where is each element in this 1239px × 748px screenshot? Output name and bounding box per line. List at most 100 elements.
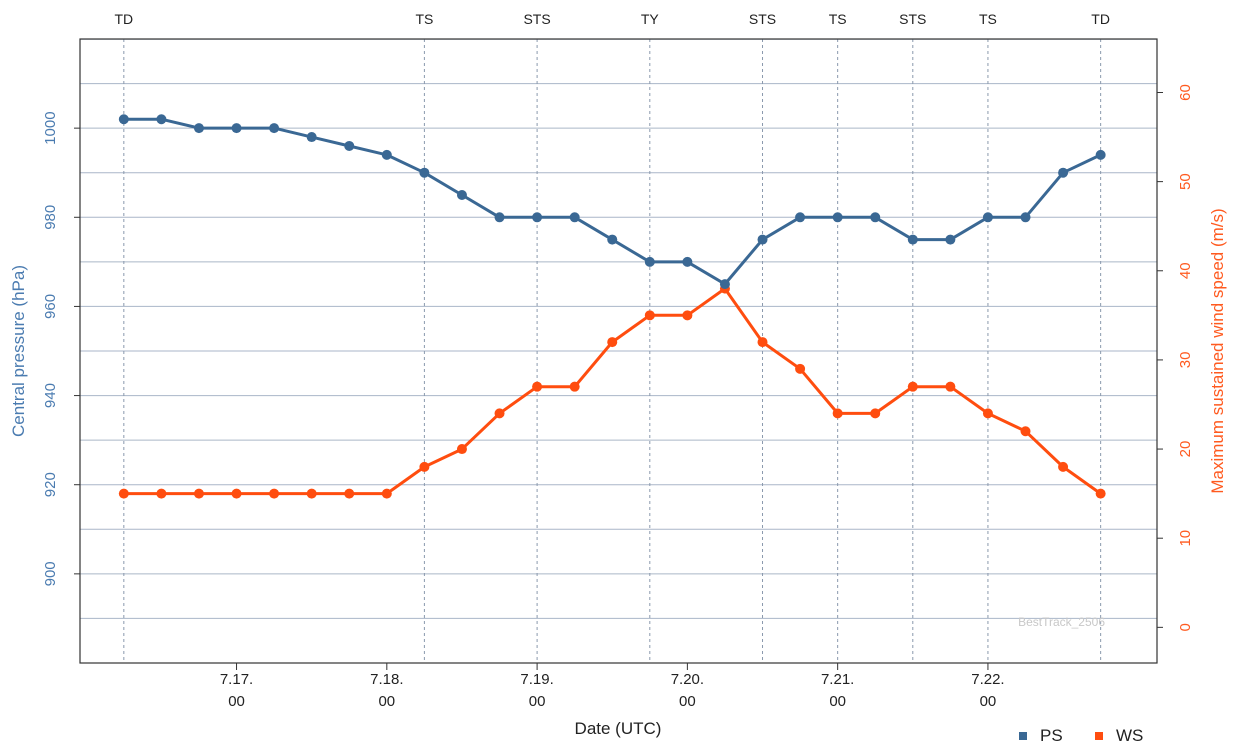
x-tick-label: 00 [228,693,245,710]
point-ps [757,234,768,245]
point-ws [269,488,280,499]
legend-swatch-ps [1019,732,1027,740]
point-ws [381,488,392,499]
point-ps [419,167,430,178]
series-line-ws [123,287,1102,496]
x-tick-label: 7.21. [821,671,854,688]
point-ps [832,212,843,223]
series [118,114,1106,499]
point-ws [795,363,806,374]
class-label: STS [749,11,776,27]
right-axis-ticks: 0 10 20 30 40 50 60 [1157,84,1194,632]
x-tick-label: 00 [829,693,846,710]
point-ws [569,381,580,392]
point-ps [795,212,806,223]
legend: PS WS [1019,726,1143,745]
point-ws [344,488,355,499]
left-tick-label: 920 [42,472,59,497]
right-tick-label: 40 [1177,262,1194,279]
point-ps [306,132,317,143]
x-tick-label: 7.20. [671,671,704,688]
legend-swatch-ws [1095,732,1103,740]
point-ws [870,408,881,419]
right-tick-label: 0 [1177,623,1194,631]
point-ws [607,337,618,348]
point-ps [907,234,918,245]
point-ps [118,114,129,125]
classification-labels: TD TS STS TY STS TS STS TS TD [114,11,1109,27]
x-axis-ticks: 7.17. 00 7.18. 00 7.19. 00 7.20. 00 7.21. 00 7.22.… [220,663,1005,710]
point-ws [682,310,693,321]
class-label: TS [829,11,847,27]
point-ws [1020,426,1031,437]
right-tick-label: 60 [1177,84,1194,101]
right-tick-label: 20 [1177,441,1194,458]
point-ps [644,256,655,267]
x-tick-label: 7.19. [520,671,553,688]
class-label: TS [415,11,433,27]
point-ws [118,488,129,499]
point-ps [193,123,204,134]
right-tick-label: 50 [1177,173,1194,190]
point-ps [381,149,392,160]
point-ws [193,488,204,499]
point-ps [344,140,355,151]
right-axis-label: Maximum sustained wind speed (m/s) [1208,208,1227,493]
left-axis-ticks: 900 920 940 960 980 1000 [42,111,80,586]
point-ws [1095,488,1106,499]
point-ps [1058,167,1069,178]
class-label: TD [1091,11,1110,27]
point-ps [231,123,242,134]
left-tick-label: 900 [42,561,59,586]
x-tick-label: 7.22. [971,671,1004,688]
point-ps [569,212,580,223]
right-tick-label: 30 [1177,352,1194,369]
x-tick-label: 00 [679,693,696,710]
series-line-ps [123,117,1102,286]
point-ps [719,279,730,290]
point-ps [269,123,280,134]
right-tick-label: 10 [1177,530,1194,547]
point-ws [494,408,505,419]
watermark: BestTrack_2506 [1018,615,1105,629]
point-ws [532,381,543,392]
point-ps [456,190,467,200]
left-tick-label: 1000 [42,111,59,144]
x-tick-label: 7.17. [220,671,253,688]
x-tick-label: 00 [378,693,395,710]
point-ws [231,488,242,499]
class-label: STS [899,11,926,27]
class-label: TS [979,11,997,27]
class-label: STS [523,11,550,27]
left-tick-label: 940 [42,383,59,408]
point-ws [757,337,768,348]
x-tick-label: 00 [980,693,997,710]
point-ws [1058,461,1069,472]
grid [80,39,1157,619]
x-tick-label: 00 [529,693,546,710]
point-ws [832,408,843,419]
point-ps [945,234,956,245]
point-ps [532,212,543,223]
point-ps [682,256,693,267]
point-ws [982,408,993,419]
point-ws [456,444,467,455]
point-ps [982,212,993,223]
point-ps [156,114,167,125]
point-ps [1095,149,1106,160]
point-ws [945,381,956,392]
legend-label-ps: PS [1040,726,1063,745]
left-tick-label: 980 [42,205,59,230]
plot-frame [79,38,1158,664]
left-tick-label: 960 [42,294,59,319]
point-ws [419,461,430,472]
x-tick-label: 7.18. [370,671,403,688]
class-label: TD [114,11,133,27]
point-ws [306,488,317,499]
class-label: TY [641,11,660,27]
point-ps [870,212,881,223]
classification-lines [123,39,1102,663]
point-ws [907,381,918,392]
point-ws [644,310,655,321]
